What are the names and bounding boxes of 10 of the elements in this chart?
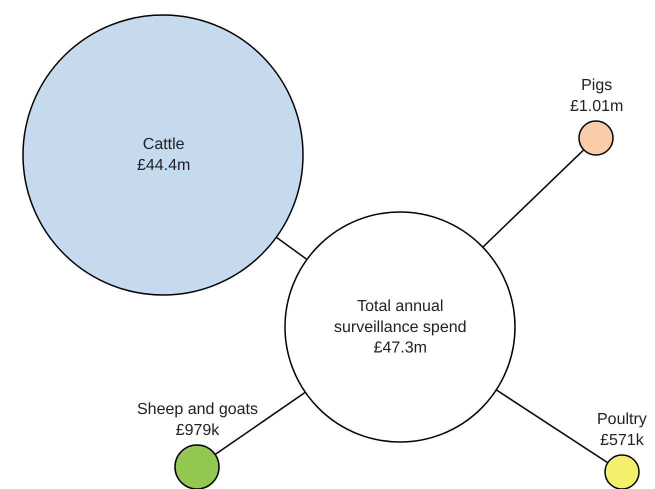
category-label: Total annual surveillance spend	[334, 298, 467, 336]
data-label: £979k	[176, 422, 220, 439]
category-label: Cattle	[142, 136, 185, 153]
data-label: £44.4m	[137, 156, 190, 174]
data-label: £47.3m	[374, 340, 427, 357]
category-label: Poultry	[597, 411, 647, 428]
data-label: £1.01m	[570, 98, 624, 115]
data-label: £571k	[600, 432, 645, 449]
category-label: Pigs	[581, 77, 612, 94]
category-label: Sheep and goats	[137, 401, 258, 418]
